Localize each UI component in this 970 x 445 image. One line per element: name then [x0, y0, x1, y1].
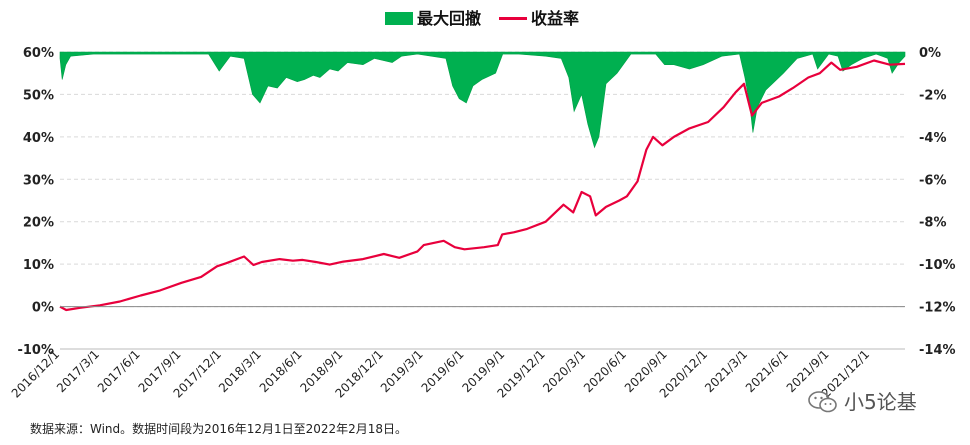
y-right-tick-label: -6%	[919, 173, 946, 188]
source-note: 数据来源：Wind。数据时间段为2016年12月1日至2022年2月18日。	[30, 422, 408, 436]
y-left-tick-label: -10%	[17, 343, 54, 358]
watermark: 小5论基	[808, 386, 917, 415]
y-right-tick-label: -10%	[919, 258, 956, 273]
y-left-tick-label: 30%	[23, 173, 54, 188]
wechat-icon	[808, 391, 837, 413]
x-tick-label: 2017/6/1	[95, 347, 143, 395]
y-left-tick-label: 0%	[32, 301, 54, 316]
x-tick-label: 2021/3/1	[702, 347, 750, 395]
y-left-tick-label: 20%	[23, 216, 54, 231]
return-line-series	[59, 59, 906, 312]
y-right-tick-label: -4%	[919, 131, 946, 146]
watermark-text: 小5论基	[844, 390, 917, 414]
x-tick-label: 2021/6/1	[743, 347, 791, 395]
y-left-tick-label: 60%	[23, 46, 54, 61]
y-right-tick-label: -8%	[919, 216, 946, 231]
axes: 60% 50% 40% 30% 20% 10% 0% -10% 0% -2% -4% -6% -8% -1…	[9, 46, 956, 401]
x-tick-label: 2020/3/1	[540, 347, 588, 395]
legend-label: 收益率	[531, 9, 579, 28]
x-tick-label: 2017/3/1	[54, 347, 102, 395]
x-tick-label: 2018/6/1	[257, 347, 305, 395]
x-tick-label: 2018/3/1	[216, 347, 264, 395]
y-left-tick-label: 10%	[23, 258, 54, 273]
y-right-tick-label: -2%	[919, 88, 946, 103]
legend-swatch-area	[385, 12, 413, 25]
y-right-tick-label: -14%	[919, 343, 956, 358]
x-tick-label: 2019/3/1	[378, 347, 426, 395]
drawdown-area-series	[59, 51, 906, 149]
legend: 最大回撤 收益率	[385, 9, 579, 28]
drawdown-area	[59, 51, 906, 149]
x-tick-label: 2019/6/1	[419, 347, 467, 395]
x-tick-label: 2020/6/1	[581, 347, 629, 395]
return-line	[59, 59, 906, 312]
legend-label: 最大回撤	[417, 9, 481, 28]
y-right-tick-label: 0%	[919, 46, 941, 61]
y-right-tick-label: -12%	[919, 301, 956, 316]
y-left-tick-label: 50%	[23, 88, 54, 103]
y-left-tick-label: 40%	[23, 131, 54, 146]
